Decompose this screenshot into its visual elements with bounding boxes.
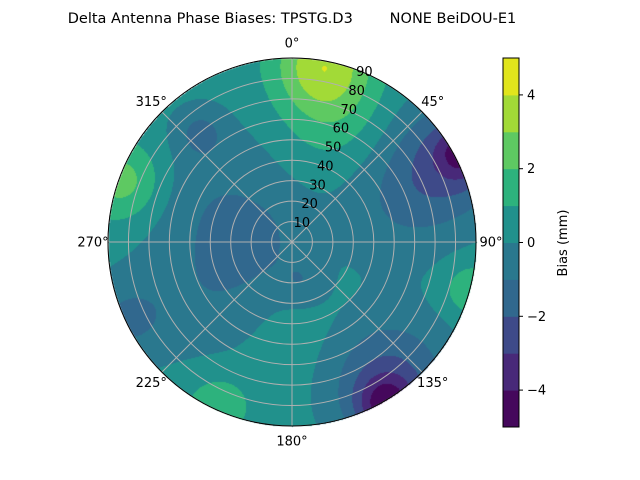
- angular-tick-labels: 0° 45° 90° 135° 180° 225° 270° 315°: [77, 37, 502, 450]
- angular-tick-label: 0°: [285, 37, 300, 52]
- angular-tick-label: 90°: [479, 236, 502, 251]
- angular-tick-label: 180°: [276, 435, 307, 450]
- colorbar-tick-label: −2: [527, 310, 546, 325]
- radial-tick-label: 70: [340, 103, 357, 118]
- radial-tick-label: 30: [309, 178, 326, 193]
- colorbar-tick-label: −4: [527, 384, 546, 399]
- angular-gridline: [161, 241, 293, 373]
- angular-tick-label: 270°: [77, 236, 108, 251]
- angular-gridline: [291, 111, 423, 243]
- colorbar-label: Bias (mm): [556, 210, 571, 277]
- radial-tick-label: 50: [325, 141, 342, 156]
- colorbar-tick-label: 2: [527, 162, 535, 177]
- polar-grid: [107, 57, 477, 427]
- radial-tick-label: 40: [317, 159, 334, 174]
- angular-tick-label: 225°: [136, 376, 167, 391]
- colorbar: −4 −2 0 2 4: [502, 57, 546, 428]
- colorbar-band: [503, 205, 519, 243]
- colorbar-band: [503, 279, 519, 317]
- angular-gridline: [161, 111, 293, 243]
- colorbar-band: [503, 58, 519, 96]
- polar-frame: [107, 57, 477, 427]
- angular-tick-label: 315°: [136, 95, 167, 110]
- colorbar-band: [503, 168, 519, 207]
- angular-gridline: [291, 241, 423, 373]
- colorbar-band: [503, 242, 519, 280]
- colorbar-tick-label: 0: [527, 236, 535, 251]
- chart-title: Delta Antenna Phase Biases: TPSTG.D3 NON…: [68, 11, 517, 27]
- colorbar-band: [503, 131, 519, 170]
- colorbar-tick-label: 4: [527, 88, 535, 103]
- colorbar-band: [503, 353, 519, 391]
- radial-tick-label: 10: [294, 216, 311, 231]
- radial-tick-label: 80: [348, 84, 365, 99]
- colorbar-band: [503, 94, 519, 133]
- radial-tick-label: 20: [301, 197, 318, 212]
- radial-tick-label: 60: [333, 122, 350, 137]
- angular-tick-label: 135°: [417, 376, 448, 391]
- colorbar-band: [503, 316, 519, 354]
- angular-tick-label: 45°: [421, 95, 444, 110]
- colorbar-band: [503, 390, 519, 428]
